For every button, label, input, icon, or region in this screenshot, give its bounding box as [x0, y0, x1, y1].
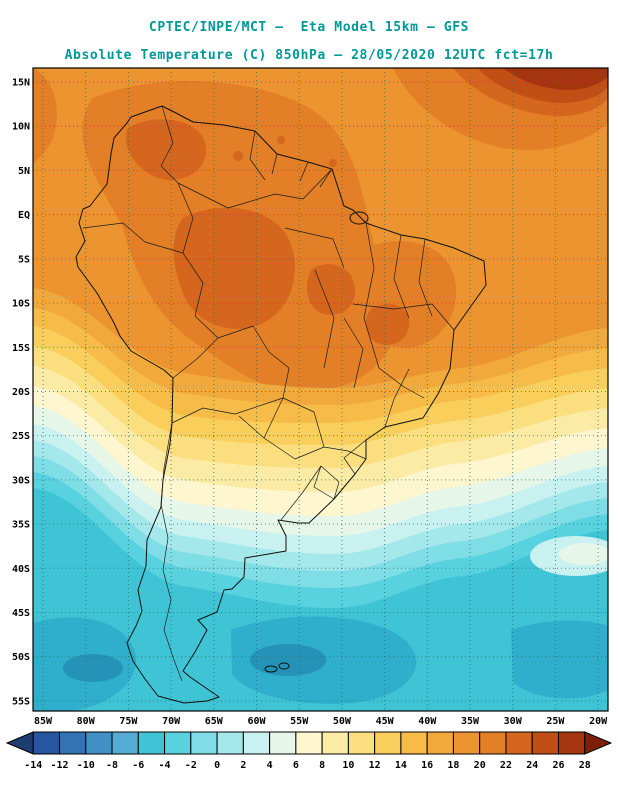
colorbar-cell	[374, 731, 402, 755]
temperature-map: 15N 10N 5N EQ 5S 10S 15S 20S 25S 30S 35S 40S 45S 50S 5…	[12, 67, 609, 727]
colorbar-tick-label: 18	[447, 760, 459, 771]
colorbar-cell	[216, 731, 244, 755]
colorbar-tick-label: -2	[185, 760, 197, 771]
cold-region	[33, 536, 608, 711]
colorbar: -14 -12 -10 -8 -6 -4 -2 0 2 4 6 8 10 12 14 16 18 20 22 24 26…	[5, 731, 613, 771]
colorbar-cell	[32, 731, 61, 755]
colorbar-tick-label: -14	[24, 760, 42, 771]
colorbar-tick-label: -4	[159, 760, 171, 771]
colorbar-tick-label: 10	[342, 760, 354, 771]
colorbar-tick-label: -8	[106, 760, 118, 771]
colorbar-tick-label: 16	[421, 760, 433, 771]
colorbar-tick-label: 20	[474, 760, 486, 771]
colorbar-tick-label: 6	[293, 760, 299, 771]
colorbar-cell	[347, 731, 376, 755]
lat-label: 10S	[12, 299, 30, 310]
lat-label: 15S	[12, 343, 30, 354]
colorbar-tick-label: 12	[369, 760, 381, 771]
colorbar-tick-labels: -14 -12 -10 -8 -6 -4 -2 0 2 4 6 8 10 12 14 16 18 20 22 24 26…	[24, 760, 591, 771]
lon-label: 30W	[504, 716, 523, 727]
marajo-island	[349, 211, 369, 225]
lon-label: 40W	[418, 716, 437, 727]
colorbar-cell	[557, 731, 586, 755]
colorbar-tick-label: 28	[579, 760, 591, 771]
colorbar-cell	[505, 731, 533, 755]
colorbar-tick-label: 26	[552, 760, 564, 771]
falkland-island-west	[264, 665, 278, 673]
colorbar-cell	[190, 731, 218, 755]
colorbar-arrow-left	[5, 731, 34, 755]
colorbar-tick-label: -10	[77, 760, 95, 771]
longitude-labels: 85W 80W 75W 70W 65W 60W 55W 50W 45W 40W 35W 30W 25W 2…	[34, 716, 608, 727]
lat-label: EQ	[18, 210, 30, 221]
lon-label: 45W	[376, 716, 395, 727]
colorbar-tick-label: 22	[500, 760, 512, 771]
title-line-1: CPTEC/INPE/MCT – Eta Model 15km – GFS	[148, 20, 470, 35]
colorbar-arrow-right	[584, 731, 613, 755]
colorbar-cell	[164, 731, 192, 755]
lon-label: 75W	[119, 716, 138, 727]
lat-label: 50S	[12, 652, 30, 663]
lat-label: 40S	[12, 564, 30, 575]
warm-region	[33, 68, 608, 392]
colorbar-cell	[295, 731, 323, 755]
lon-label: 85W	[34, 716, 53, 727]
colorbar-tick-label: 0	[214, 760, 220, 771]
colorbar-cell	[400, 731, 428, 755]
falkland-island-east	[278, 662, 290, 670]
lon-label: 35W	[461, 716, 480, 727]
lat-label: 20S	[12, 387, 30, 398]
latitude-labels: 15N 10N 5N EQ 5S 10S 15S 20S 25S 30S 35S 40S 45S 50S 5…	[12, 78, 30, 708]
lat-label: 5N	[18, 166, 30, 177]
colorbar-tick-label: 24	[526, 760, 538, 771]
lon-label: 80W	[77, 716, 96, 727]
colorbar-cell	[452, 731, 481, 755]
colorbar-cell	[242, 731, 271, 755]
colorbar-cell	[59, 731, 87, 755]
lat-label: 55S	[12, 696, 30, 707]
colorbar-tick-label: 14	[395, 760, 407, 771]
country-borders	[82, 105, 455, 682]
lat-label: 30S	[12, 475, 30, 486]
cool-bands	[33, 288, 608, 711]
lat-label: 35S	[12, 520, 30, 531]
colorbar-tick-label: 2	[240, 760, 246, 771]
lon-label: 60W	[247, 716, 266, 727]
coastline	[75, 105, 487, 704]
map-area	[32, 67, 609, 712]
lon-label: 20W	[589, 716, 608, 727]
colorbar-cells	[5, 731, 613, 755]
colorbar-cell	[269, 731, 297, 755]
colorbar-tick-label: -12	[50, 760, 68, 771]
lon-label: 50W	[333, 716, 352, 727]
colorbar-cell	[85, 731, 113, 755]
colorbar-cell	[111, 731, 139, 755]
lat-label: 10N	[12, 122, 30, 133]
map-frame	[32, 67, 609, 712]
colorbar-cell	[426, 731, 454, 755]
colorbar-cell	[531, 731, 559, 755]
lat-label: 15N	[12, 78, 30, 89]
lon-label: 25W	[546, 716, 565, 727]
colorbar-tick-label: 4	[267, 760, 273, 771]
lon-label: 65W	[205, 716, 224, 727]
colorbar-tick-label: 8	[319, 760, 325, 771]
lon-label: 55W	[290, 716, 309, 727]
lat-label: 25S	[12, 431, 30, 442]
header: CPTEC/INPE/MCT – Eta Model 15km – GFS Ab…	[0, 0, 618, 64]
colorbar-cell	[321, 731, 349, 755]
temperature-field	[33, 68, 608, 711]
colorbar-cell	[479, 731, 507, 755]
title-line-2: Absolute Temperature (C) 850hPa – 28/05/…	[64, 48, 554, 63]
lon-label: 70W	[162, 716, 181, 727]
colorbar-tick-label: -6	[132, 760, 144, 771]
colorbar-cell	[137, 731, 166, 755]
lat-label: 5S	[18, 254, 30, 265]
temperature-band	[33, 488, 608, 711]
lat-label: 45S	[12, 608, 30, 619]
